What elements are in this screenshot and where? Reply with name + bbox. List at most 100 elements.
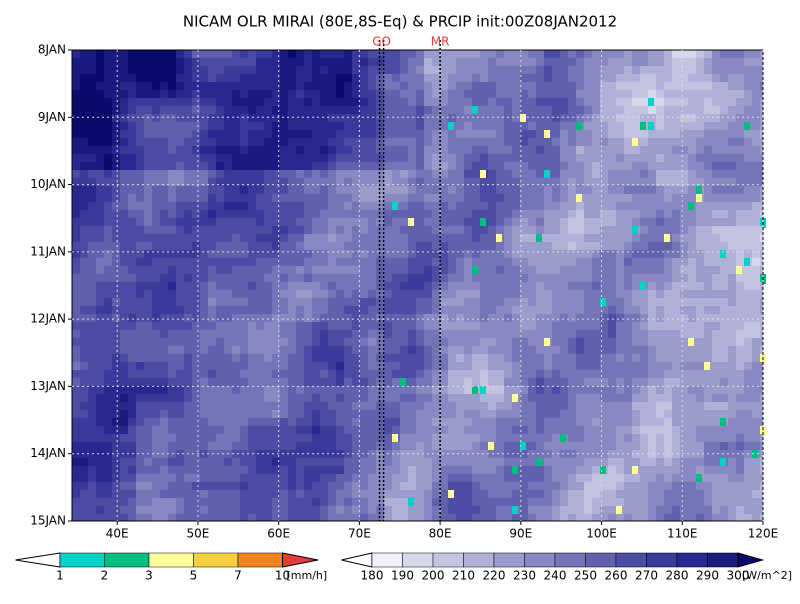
field-cell [344, 226, 352, 234]
field-cell [560, 394, 568, 402]
field-cell [544, 474, 552, 482]
field-cell [488, 274, 496, 282]
field-cell [400, 186, 408, 194]
field-cell [232, 66, 240, 74]
field-cell [568, 482, 576, 490]
field-cell [336, 234, 344, 242]
field-cell [616, 106, 624, 114]
field-cell [360, 250, 368, 258]
field-cell [648, 410, 656, 418]
field-cell [472, 122, 480, 130]
field-cell [616, 498, 624, 506]
field-cell [104, 290, 112, 298]
field-cell [464, 226, 472, 234]
field-cell [144, 442, 152, 450]
field-cell [120, 194, 128, 202]
field-cell [272, 218, 280, 226]
field-cell [208, 114, 216, 122]
field-cell [696, 418, 704, 426]
field-cell [144, 466, 152, 474]
field-cell [520, 170, 528, 178]
field-cell [120, 458, 128, 466]
field-cell [120, 290, 128, 298]
field-cell [168, 274, 176, 282]
field-cell [224, 362, 232, 370]
field-cell [304, 482, 312, 490]
field-cell [608, 234, 616, 242]
field-cell [648, 58, 656, 66]
field-cell [328, 410, 336, 418]
field-cell [80, 218, 88, 226]
field-cell [504, 202, 512, 210]
field-cell [688, 378, 696, 386]
field-cell [240, 298, 248, 306]
field-cell [680, 466, 688, 474]
field-cell [200, 274, 208, 282]
field-cell [312, 90, 320, 98]
field-cell [456, 466, 464, 474]
field-cell [464, 290, 472, 298]
field-cell [184, 122, 192, 130]
field-cell [664, 258, 672, 266]
field-cell [616, 386, 624, 394]
field-cell [176, 82, 184, 90]
field-cell [624, 218, 632, 226]
field-cell [536, 202, 544, 210]
field-cell [208, 410, 216, 418]
field-cell [576, 458, 584, 466]
field-cell [480, 66, 488, 74]
field-cell [160, 66, 168, 74]
field-cell [696, 378, 704, 386]
field-cell [448, 362, 456, 370]
field-cell [400, 498, 408, 506]
field-cell [736, 74, 744, 82]
field-cell [96, 482, 104, 490]
field-cell [176, 58, 184, 66]
field-cell [128, 378, 136, 386]
field-cell [544, 386, 552, 394]
field-cell [416, 338, 424, 346]
field-cell [704, 434, 712, 442]
field-cell [232, 90, 240, 98]
field-cell [592, 466, 600, 474]
field-cell [760, 266, 763, 274]
field-cell [328, 370, 336, 378]
field-cell [248, 330, 256, 338]
field-cell [544, 194, 552, 202]
field-cell [744, 418, 752, 426]
field-cell [304, 314, 312, 322]
field-cell [744, 98, 752, 106]
field-cell [272, 50, 280, 58]
field-cell [80, 298, 88, 306]
field-cell [328, 138, 336, 146]
field-cell [160, 338, 168, 346]
field-cell [728, 114, 736, 122]
field-cell [240, 210, 248, 218]
field-cell [288, 394, 296, 402]
field-cell [360, 378, 368, 386]
field-cell [72, 386, 80, 394]
field-cell [296, 186, 304, 194]
field-cell [360, 186, 368, 194]
field-cell [648, 162, 656, 170]
field-cell [296, 298, 304, 306]
field-cell [512, 290, 520, 298]
field-cell [128, 234, 136, 242]
field-cell [176, 218, 184, 226]
field-cell [384, 466, 392, 474]
field-cell [224, 322, 232, 330]
field-cell [456, 122, 464, 130]
field-cell [696, 458, 704, 466]
field-cell [144, 154, 152, 162]
field-cell [176, 242, 184, 250]
field-cell [248, 434, 256, 442]
field-cell [616, 482, 624, 490]
field-cell [640, 186, 648, 194]
field-cell [664, 402, 672, 410]
field-cell [416, 210, 424, 218]
field-cell [232, 426, 240, 434]
field-cell [392, 450, 400, 458]
field-cell [224, 434, 232, 442]
field-cell [304, 474, 312, 482]
field-cell [448, 266, 456, 274]
